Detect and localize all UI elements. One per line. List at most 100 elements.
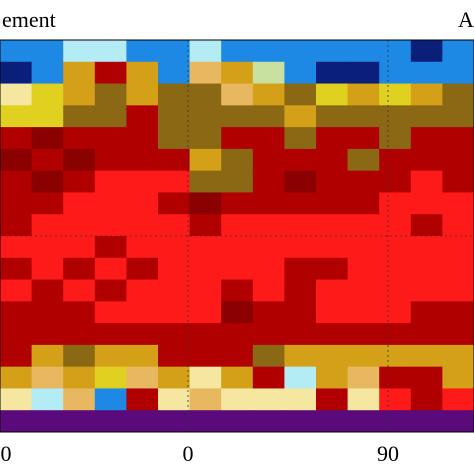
grid-cell (31, 410, 64, 433)
grid-cell (63, 105, 96, 128)
panel-title: ement (2, 7, 56, 32)
grid-cell (158, 83, 191, 106)
grid-cell (442, 127, 474, 150)
grid-cell (94, 388, 127, 411)
grid-cell (158, 236, 191, 259)
grid-cell (442, 148, 474, 172)
grid-cell (0, 83, 33, 106)
grid-cell (31, 279, 64, 302)
grid-cell (31, 148, 64, 172)
grid-cell (379, 148, 412, 172)
grid-cell (94, 148, 127, 172)
grid-cell (252, 388, 285, 411)
grid-cell (379, 323, 412, 346)
grid-cell (158, 388, 191, 411)
grid-cell (442, 301, 474, 324)
grid-cell (284, 279, 317, 302)
grid-cell (94, 410, 127, 433)
grid-cell (347, 127, 380, 150)
grid-cell (410, 83, 443, 106)
grid-cell (252, 410, 285, 433)
grid-cell (31, 40, 64, 63)
grid-cell (379, 257, 412, 281)
grid-cell (252, 279, 285, 302)
grid-cell (410, 344, 443, 368)
grid-cell (63, 410, 96, 433)
grid-cell (316, 105, 349, 128)
grid-cell (347, 236, 380, 259)
grid-cell (347, 148, 380, 172)
grid-cell (442, 105, 474, 128)
grid-cell (442, 279, 474, 302)
grid-cell (284, 40, 317, 63)
grid-cell (316, 410, 349, 433)
grid-cell (442, 388, 474, 411)
grid-cell (252, 366, 285, 389)
grid-cell (442, 214, 474, 237)
grid-cell (252, 214, 285, 237)
grid-cell (0, 301, 33, 324)
grid-cell (221, 388, 254, 411)
grid-cell (316, 148, 349, 172)
grid-cell (0, 105, 33, 128)
grid-cell (0, 257, 33, 281)
grid-cell (189, 236, 222, 259)
grid-cell (347, 192, 380, 215)
panel-label: A (458, 7, 474, 32)
grid-cell (63, 323, 96, 346)
grid-cell (379, 61, 412, 85)
graticule (0, 40, 474, 432)
grid-cell (284, 214, 317, 237)
grid-cell (284, 366, 317, 389)
grid-cell (252, 170, 285, 193)
grid-cell (442, 236, 474, 259)
grid-cell (0, 410, 33, 433)
map-frame (0, 39, 474, 433)
grid-cell (347, 279, 380, 302)
grid-cell (284, 192, 317, 215)
grid-cell (379, 192, 412, 215)
grid-cell (347, 40, 380, 63)
grid-cell (410, 105, 443, 128)
grid-cell (63, 170, 96, 193)
grid-cell (63, 366, 96, 389)
grid-cell (189, 61, 222, 85)
grid-cell (31, 301, 64, 324)
grid-cell (379, 410, 412, 433)
grid-cell (252, 323, 285, 346)
grid-cell (347, 105, 380, 128)
grid-cell (0, 148, 33, 172)
grid-cell (94, 344, 127, 368)
grid-cell (284, 344, 317, 368)
grid-cell (347, 301, 380, 324)
grid-cell (0, 61, 33, 85)
grid-cell (189, 388, 222, 411)
grid-cell (0, 323, 33, 346)
grid-cell (31, 127, 64, 150)
grid-cell (442, 192, 474, 215)
grid-cell (252, 301, 285, 324)
grid-cell (126, 301, 159, 324)
grid-cell (379, 388, 412, 411)
grid-cell (63, 148, 96, 172)
grid-cell (158, 192, 191, 215)
grid-cell (158, 323, 191, 346)
grid-cell (379, 301, 412, 324)
grid-cell (63, 40, 96, 63)
x-tick-label: 0 (183, 441, 194, 466)
grid-cell (316, 257, 349, 281)
grid-cell (63, 257, 96, 281)
grid-cell (442, 410, 474, 433)
grid-cell (189, 279, 222, 302)
grid-cell (126, 83, 159, 106)
grid-cell (442, 366, 474, 389)
grid-cell (316, 127, 349, 150)
grid-cell (316, 323, 349, 346)
grid-cell (94, 192, 127, 215)
grid-cell (379, 105, 412, 128)
grid-cell (347, 323, 380, 346)
grid-cell (158, 344, 191, 368)
grid-cell (379, 214, 412, 237)
grid-cell (284, 83, 317, 106)
